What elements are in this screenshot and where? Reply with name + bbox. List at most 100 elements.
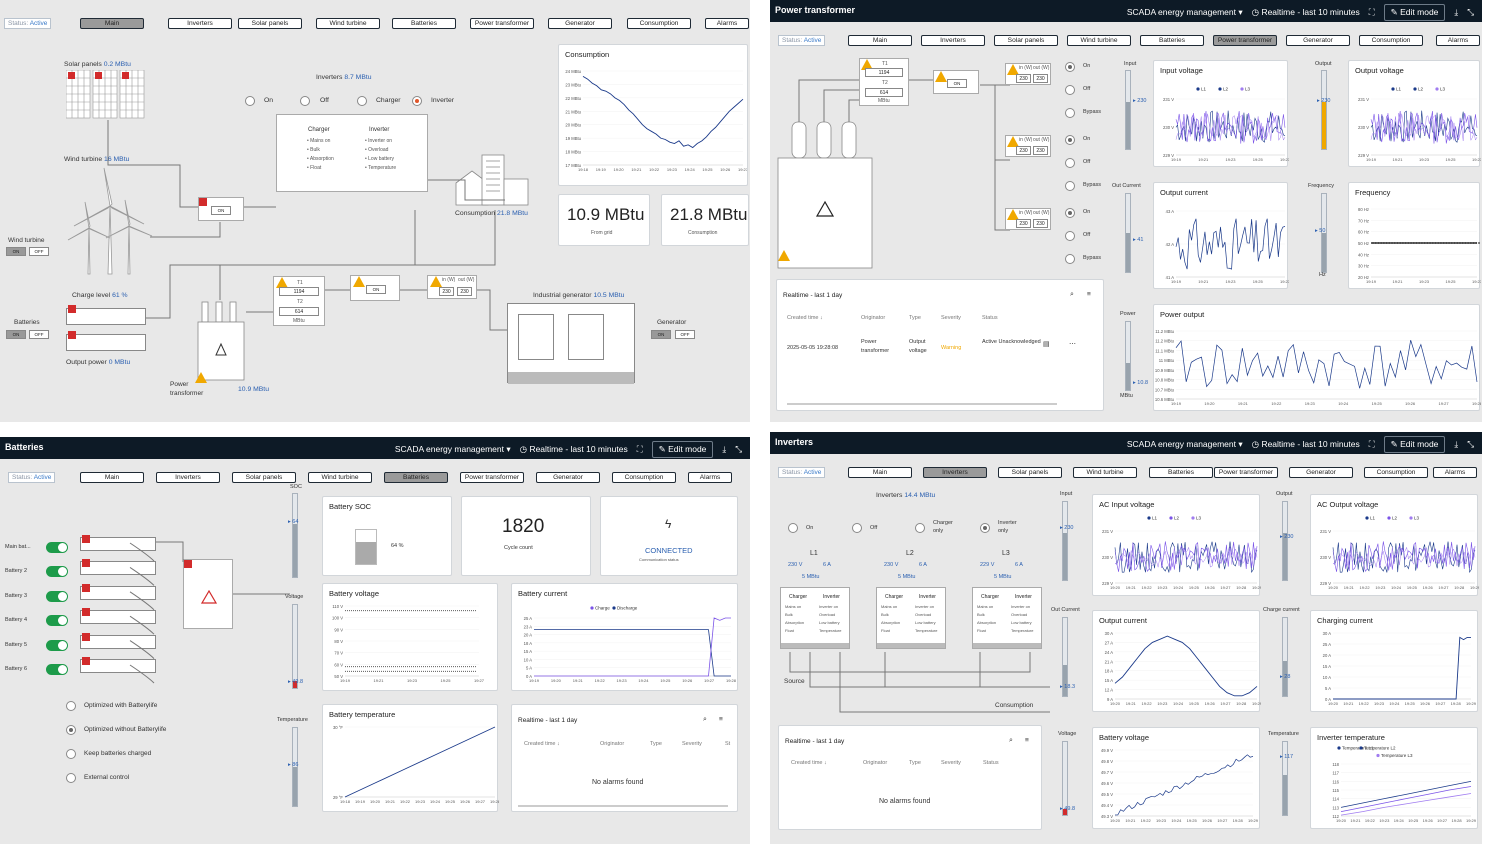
nav-batteries-button[interactable]: Batteries: [384, 472, 448, 483]
filter-icon[interactable]: ≡: [1025, 737, 1029, 744]
col-created[interactable]: Created time ↓: [787, 315, 823, 321]
fullscreen-icon[interactable]: ⛶: [1368, 439, 1375, 449]
mode-bypass-radio[interactable]: [1065, 181, 1075, 191]
nav-inverters-button[interactable]: Inverters: [921, 35, 985, 46]
nav-inverters-button[interactable]: Inverters: [923, 467, 987, 478]
filter-icon[interactable]: ≡: [1087, 291, 1091, 298]
collapse-icon[interactable]: ⤡: [1467, 7, 1474, 17]
collapse-icon[interactable]: ⤡: [1467, 439, 1474, 449]
mode-bypass-radio[interactable]: [1065, 254, 1075, 264]
mode-off-radio[interactable]: [1065, 85, 1075, 95]
col-status[interactable]: Status: [982, 315, 998, 321]
edit-mode-button[interactable]: ✎ Edit mode: [1383, 436, 1446, 453]
nav-generator-button[interactable]: Generator: [1289, 467, 1353, 478]
col-severity[interactable]: Severity: [941, 315, 961, 321]
col-created[interactable]: Created time ↓: [524, 741, 560, 747]
nav-wind-turbine-button[interactable]: Wind turbine: [1073, 467, 1137, 478]
nav-main-button[interactable]: Main: [848, 467, 912, 478]
main-switch[interactable]: ON: [198, 197, 244, 221]
nav-batteries-button[interactable]: Batteries: [392, 18, 456, 29]
nav-consumption-button[interactable]: Consumption: [1359, 35, 1423, 46]
mode-bypass-radio[interactable]: [1065, 108, 1075, 118]
edit-mode-button[interactable]: ✎ Edit mode: [1383, 4, 1446, 21]
battery-mode-radio[interactable]: [66, 773, 76, 783]
nav-solar-panels-button[interactable]: Solar panels: [238, 18, 302, 29]
col-originator[interactable]: Originator: [863, 760, 888, 766]
nav-consumption-button[interactable]: Consumption: [1364, 467, 1428, 478]
wind-off-button[interactable]: OFF: [29, 247, 49, 256]
generator-off-button[interactable]: OFF: [675, 330, 695, 339]
download-icon[interactable]: ⤓: [722, 444, 727, 454]
more-icon[interactable]: ⋯: [1069, 341, 1076, 348]
nav-power-transformer-button[interactable]: Power transformer: [460, 472, 524, 483]
wind-on-button[interactable]: ON: [6, 247, 26, 256]
app-selector[interactable]: SCADA energy management ▾: [1126, 439, 1243, 449]
nav-wind-turbine-button[interactable]: Wind turbine: [1067, 35, 1131, 46]
batteries-off-button[interactable]: OFF: [29, 330, 49, 339]
battery-mode-radio[interactable]: [66, 701, 76, 711]
inverter-mode-radio[interactable]: [980, 523, 990, 533]
nav-generator-button[interactable]: Generator: [536, 472, 600, 483]
battery-mode-radio[interactable]: [66, 749, 76, 759]
mode-on-radio[interactable]: [1065, 135, 1075, 145]
search-icon[interactable]: ⌕: [1070, 291, 1074, 298]
nav-power-transformer-button[interactable]: Power transformer: [1213, 35, 1277, 46]
time-range[interactable]: ◷ Realtime - last 10 minutes: [519, 444, 628, 454]
search-icon[interactable]: ⌕: [1009, 737, 1013, 744]
col-status[interactable]: Status: [983, 760, 999, 766]
generator-on-button[interactable]: ON: [651, 330, 671, 339]
col-originator[interactable]: Originator: [861, 315, 886, 321]
mode-charger-radio[interactable]: [357, 96, 367, 106]
mode-inverter-radio[interactable]: [412, 96, 422, 106]
download-icon[interactable]: ⤓: [1454, 439, 1459, 449]
nav-main-button[interactable]: Main: [80, 18, 144, 29]
battery-toggle[interactable]: [46, 542, 68, 553]
nav-power-transformer-button[interactable]: Power transformer: [470, 18, 534, 29]
app-selector[interactable]: SCADA energy management ▾: [1126, 7, 1243, 17]
inverter-mode-radio[interactable]: [852, 523, 862, 533]
mode-on-radio[interactable]: [1065, 62, 1075, 72]
mode-off-radio[interactable]: [300, 96, 310, 106]
battery-mode-radio[interactable]: [66, 725, 76, 735]
nav-inverters-button[interactable]: Inverters: [156, 472, 220, 483]
nav-generator-button[interactable]: Generator: [548, 18, 612, 29]
col-status[interactable]: St: [725, 741, 731, 747]
nav-main-button[interactable]: Main: [80, 472, 144, 483]
nav-wind-turbine-button[interactable]: Wind turbine: [308, 472, 372, 483]
transformer-switch[interactable]: ON: [933, 70, 979, 94]
search-icon[interactable]: ⌕: [703, 716, 707, 723]
inverter-mode-radio[interactable]: [788, 523, 798, 533]
fullscreen-icon[interactable]: ⛶: [636, 444, 643, 454]
comment-icon[interactable]: ▤: [1043, 341, 1050, 348]
col-type[interactable]: Type: [909, 315, 921, 321]
battery-toggle[interactable]: [46, 566, 68, 578]
nav-solar-panels-button[interactable]: Solar panels: [232, 472, 296, 483]
nav-consumption-button[interactable]: Consumption: [612, 472, 676, 483]
nav-generator-button[interactable]: Generator: [1286, 35, 1350, 46]
battery-toggle[interactable]: [46, 664, 68, 675]
inverter-mode-radio[interactable]: [915, 523, 925, 533]
time-range[interactable]: ◷ Realtime - last 10 minutes: [1251, 7, 1360, 17]
nav-solar-panels-button[interactable]: Solar panels: [994, 35, 1058, 46]
nav-batteries-button[interactable]: Batteries: [1140, 35, 1204, 46]
nav-power-transformer-button[interactable]: Power transformer: [1214, 467, 1278, 478]
filter-icon[interactable]: ≡: [719, 716, 723, 723]
nav-main-button[interactable]: Main: [848, 35, 912, 46]
mode-on-radio[interactable]: [245, 96, 255, 106]
col-type[interactable]: Type: [909, 760, 921, 766]
nav-alarms-button[interactable]: Alarms: [1436, 35, 1480, 46]
transformer-switch[interactable]: ON: [350, 275, 400, 301]
mode-on-radio[interactable]: [1065, 208, 1075, 218]
col-originator[interactable]: Originator: [600, 741, 625, 747]
mode-off-radio[interactable]: [1065, 231, 1075, 241]
nav-alarms-button[interactable]: Alarms: [705, 18, 749, 29]
col-type[interactable]: Type: [650, 741, 662, 747]
col-severity[interactable]: Severity: [941, 760, 961, 766]
collapse-icon[interactable]: ⤡: [735, 444, 742, 454]
battery-toggle[interactable]: [46, 615, 68, 627]
nav-solar-panels-button[interactable]: Solar panels: [998, 467, 1062, 478]
nav-wind-turbine-button[interactable]: Wind turbine: [316, 18, 380, 29]
nav-alarms-button[interactable]: Alarms: [688, 472, 732, 483]
fullscreen-icon[interactable]: ⛶: [1368, 7, 1375, 17]
nav-alarms-button[interactable]: Alarms: [1433, 467, 1477, 478]
